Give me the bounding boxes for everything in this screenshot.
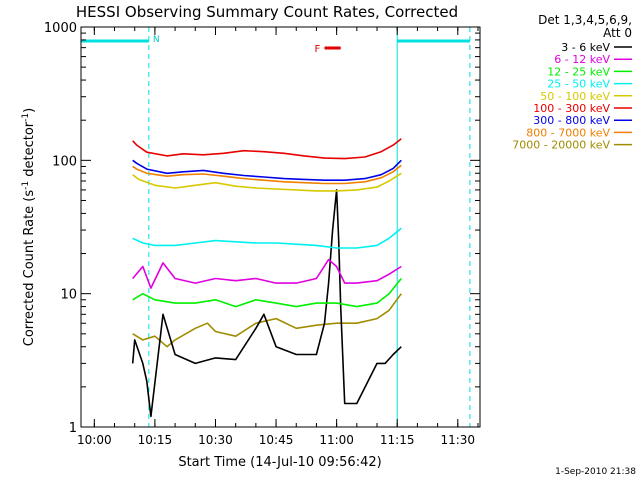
series-line-50-100-kev: [132, 172, 402, 192]
x-tick-label: 11:30: [440, 433, 475, 447]
chart-title: HESSI Observing Summary Count Rates, Cor…: [76, 3, 458, 21]
y-axis: 1 10 100 1000: [44, 21, 480, 436]
series-line-25-50-kev: [132, 227, 402, 249]
x-tick-label: 10:00: [77, 433, 112, 447]
y-tick-label: 1: [69, 421, 77, 436]
series-layer: [131, 138, 402, 418]
flare-bar-label: F: [315, 44, 321, 55]
night-bar-label: N: [153, 35, 160, 45]
legend-entry-label: 300 - 800 keV: [533, 114, 610, 127]
series-line-7000-20000-kev: [132, 293, 402, 348]
y-axis-label-sup-2: -1: [21, 113, 31, 122]
legend-title-line-1: Det 1,3,4,5,6,9,: [538, 13, 632, 27]
series-line-300-800-kev: [132, 159, 402, 181]
series-line-12-25-kev: [132, 277, 402, 308]
x-tick-label: 11:15: [380, 433, 415, 447]
legend-title-line-2: Att 0: [603, 26, 632, 40]
legend-entry-label: 25 - 50 keV: [547, 78, 610, 91]
y-axis-label: Corrected Count Rate (s-1 detector-1): [21, 108, 37, 346]
y-axis-label-part-3: ): [22, 108, 37, 113]
legend-entry-label: 7000 - 20000 keV: [512, 139, 610, 152]
y-tick-label: 100: [52, 154, 77, 169]
series-line-3-6-kev: [131, 189, 402, 418]
series-line-800-7000-kev: [132, 164, 402, 185]
legend-entry-label: 100 - 300 keV: [533, 102, 610, 115]
legend-entry-label: 800 - 7000 keV: [526, 126, 610, 139]
y-axis-label-part-2: detector: [22, 121, 37, 181]
legend-entry-label: 6 - 12 keV: [554, 53, 610, 66]
series-line-100-300-kev: [132, 138, 402, 160]
y-tick-label: 1000: [44, 21, 77, 36]
legend-entry-label: 3 - 6 keV: [561, 41, 610, 54]
plot-area-frame: [80, 26, 481, 428]
legend-entry-label: 50 - 100 keV: [540, 90, 610, 103]
x-axis-label: Start Time (14-Jul-10 09:56:42): [178, 455, 381, 470]
x-tick-label: 10:45: [259, 433, 294, 447]
x-axis: 10:00 10:15 10:30 10:45 11:00 11:15 11:30: [77, 27, 479, 447]
legend-entry-label: 12 - 25 keV: [547, 65, 610, 78]
y-tick-label: 10: [60, 288, 77, 303]
y-axis-label-sup-1: -1: [21, 181, 31, 190]
footer-timestamp: 1-Sep-2010 21:38: [555, 467, 636, 477]
x-tick-label: 10:15: [138, 433, 173, 447]
series-line-6-12-kev: [132, 258, 402, 289]
x-tick-label: 10:30: [198, 433, 233, 447]
x-tick-label: 11:00: [319, 433, 354, 447]
y-axis-label-part-1: Corrected Count Rate (s: [22, 190, 37, 347]
